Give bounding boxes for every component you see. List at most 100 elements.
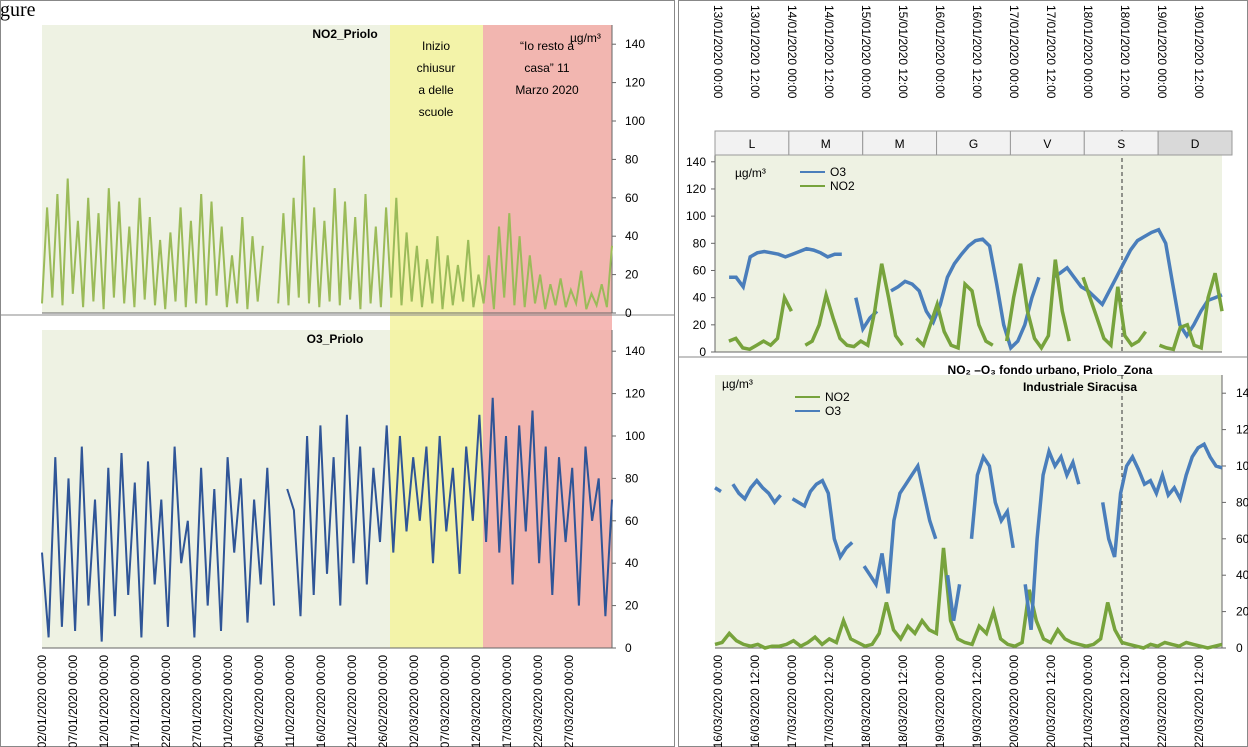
x-tick-label: 14/01/2020 12:00 bbox=[822, 5, 836, 99]
x-tick-label: 22/03/2020 00:00 bbox=[1155, 655, 1169, 747]
y-tick-label: 120 bbox=[625, 387, 645, 401]
x-tick-label: 27/03/2020 00:00 bbox=[562, 655, 576, 747]
x-tick-label: 16/02/2020 00:00 bbox=[314, 655, 328, 747]
y-tick-label: 120 bbox=[686, 182, 706, 196]
day-label: L bbox=[749, 137, 756, 151]
x-tick-label: 21/02/2020 00:00 bbox=[345, 655, 359, 747]
x-tick-label: 17/01/2020 12:00 bbox=[1044, 5, 1058, 99]
x-tick-label: 16/01/2020 00:00 bbox=[933, 5, 947, 99]
y-tick-label: 40 bbox=[1236, 568, 1248, 582]
y-tick-label: 80 bbox=[625, 152, 639, 166]
x-tick-label: 21/03/2020 12:00 bbox=[1118, 655, 1132, 747]
x-tick-label: 21/03/2020 00:00 bbox=[1081, 655, 1095, 747]
y-tick-label: 100 bbox=[625, 429, 645, 443]
x-tick-label: 27/01/2020 00:00 bbox=[190, 655, 204, 747]
x-tick-label: 20/03/2020 12:00 bbox=[1044, 655, 1058, 747]
day-cell bbox=[714, 130, 790, 156]
x-tick-label: 17/03/2020 00:00 bbox=[785, 655, 799, 747]
x-tick-label: 01/02/2020 00:00 bbox=[221, 655, 235, 747]
annotation: Inizio chiusur a delle scuole bbox=[417, 39, 456, 119]
x-tick-label: 13/01/2020 00:00 bbox=[711, 5, 725, 99]
x-tick-label: 02/03/2020 00:00 bbox=[407, 655, 421, 747]
y-tick-label: 100 bbox=[686, 209, 706, 223]
unit-label: µg/m³ bbox=[570, 31, 601, 45]
y-tick-label: 20 bbox=[1236, 605, 1248, 619]
x-tick-label: 14/01/2020 00:00 bbox=[785, 5, 799, 99]
series-line bbox=[729, 227, 1223, 352]
y-tick-label: 80 bbox=[693, 236, 707, 250]
x-tick-label: 11/02/2020 00:00 bbox=[283, 655, 297, 747]
x-tick-label: 13/01/2020 12:00 bbox=[748, 5, 762, 99]
y-tick-label: 20 bbox=[693, 318, 707, 332]
chart-title: NO2_Priolo bbox=[312, 27, 377, 41]
x-tick-label: 17/03/2020 12:00 bbox=[822, 655, 836, 747]
x-tick-label: 15/01/2020 12:00 bbox=[896, 5, 910, 99]
series-line bbox=[41, 397, 613, 642]
x-tick-label: 19/03/2020 00:00 bbox=[933, 655, 947, 747]
y-tick-label: 60 bbox=[625, 514, 639, 528]
y-tick-label: 0 bbox=[625, 641, 632, 655]
chart-title: Industriale Siracusa bbox=[1023, 380, 1137, 394]
x-tick-label: 18/01/2020 00:00 bbox=[1081, 5, 1095, 99]
series-line bbox=[728, 259, 1224, 352]
unit-label: µg/m³ bbox=[735, 166, 766, 180]
day-label: D bbox=[1191, 137, 1200, 151]
y-tick-label: 140 bbox=[1236, 386, 1248, 400]
y-tick-label: 0 bbox=[1236, 641, 1243, 655]
y-tick-label: 40 bbox=[625, 556, 639, 570]
x-tick-label: 16/03/2020 00:00 bbox=[711, 655, 725, 747]
y-tick-label: 60 bbox=[693, 263, 707, 277]
y-tick-label: 100 bbox=[1236, 459, 1248, 473]
day-label: G bbox=[969, 137, 978, 151]
x-tick-label: 19/01/2020 00:00 bbox=[1155, 5, 1169, 99]
x-tick-label: 02/01/2020 00:00 bbox=[35, 655, 49, 747]
unit-label: µg/m³ bbox=[722, 377, 753, 391]
day-label: M bbox=[821, 137, 831, 151]
series-line bbox=[714, 441, 1223, 631]
day-label: V bbox=[1043, 137, 1051, 151]
x-tick-label: 17/03/2020 00:00 bbox=[500, 655, 514, 747]
day-cell bbox=[788, 130, 864, 156]
day-label: M bbox=[895, 137, 905, 151]
series-line bbox=[714, 547, 1223, 650]
x-tick-label: 15/01/2020 00:00 bbox=[859, 5, 873, 99]
lockdown-band bbox=[483, 25, 612, 648]
y-tick-label: 60 bbox=[1236, 532, 1248, 546]
x-tick-label: 18/01/2020 12:00 bbox=[1118, 5, 1132, 99]
y-tick-label: 20 bbox=[625, 599, 639, 613]
y-tick-label: 80 bbox=[625, 471, 639, 485]
caption: gure bbox=[0, 0, 36, 21]
annotation: “Io resto a casa” 11 Marzo 2020 bbox=[515, 39, 579, 97]
y-tick-label: 140 bbox=[625, 37, 645, 51]
day-cell bbox=[1009, 130, 1085, 156]
x-tick-label: 19/03/2020 12:00 bbox=[970, 655, 984, 747]
plot-bg bbox=[715, 155, 1222, 352]
y-tick-label: 80 bbox=[1236, 495, 1248, 509]
x-tick-label: 26/02/2020 00:00 bbox=[376, 655, 390, 747]
x-tick-label: 12/03/2020 00:00 bbox=[469, 655, 483, 747]
x-tick-label: 17/01/2020 00:00 bbox=[1007, 5, 1021, 99]
y-tick-label: 100 bbox=[625, 114, 645, 128]
y-tick-label: 120 bbox=[625, 76, 645, 90]
plot-bg bbox=[715, 375, 1222, 648]
day-cell bbox=[936, 130, 1011, 156]
x-tick-label: 16/01/2020 12:00 bbox=[970, 5, 984, 99]
x-tick-label: 22/01/2020 00:00 bbox=[159, 655, 173, 747]
legend-label: O3 bbox=[825, 404, 841, 418]
y-tick-label: 140 bbox=[625, 344, 645, 358]
x-tick-label: 07/01/2020 00:00 bbox=[66, 655, 80, 747]
day-label: S bbox=[1117, 137, 1125, 151]
legend-label: NO2 bbox=[825, 390, 850, 404]
x-tick-label: 17/01/2020 00:00 bbox=[128, 655, 142, 747]
x-tick-label: 19/01/2020 12:00 bbox=[1192, 5, 1206, 99]
x-tick-label: 07/03/2020 00:00 bbox=[438, 655, 452, 747]
x-tick-label: 20/03/2020 00:00 bbox=[1007, 655, 1021, 747]
x-tick-label: 06/02/2020 00:00 bbox=[252, 655, 266, 747]
x-tick-label: 12/01/2020 00:00 bbox=[97, 655, 111, 747]
y-tick-label: 0 bbox=[625, 306, 632, 320]
x-tick-label: 18/03/2020 12:00 bbox=[896, 655, 910, 747]
y-tick-label: 120 bbox=[1236, 423, 1248, 437]
legend-label: NO2 bbox=[830, 179, 855, 193]
y-tick-label: 20 bbox=[625, 268, 639, 282]
